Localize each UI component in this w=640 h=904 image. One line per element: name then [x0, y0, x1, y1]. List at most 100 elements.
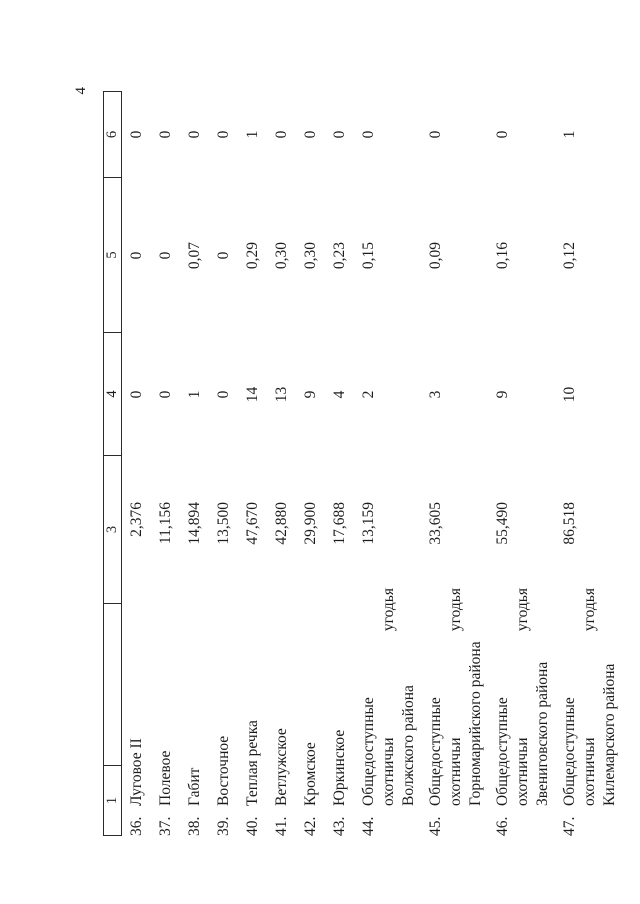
- cell-col5-value: 0: [157, 251, 174, 260]
- row-name-line2-right: угодья: [514, 588, 531, 632]
- table-row: 44. Общедоступные охотничьи угодья Волжск…: [359, 91, 419, 836]
- cell-col4-value: 4: [331, 390, 348, 399]
- row-name-line2-left: охотничьи: [514, 737, 531, 806]
- cell-col3-value: 13,500: [215, 502, 232, 545]
- table-row: 36. Луговое II 2,376 0 0 0: [127, 91, 147, 836]
- cell-col3-value: 42,880: [273, 502, 290, 545]
- cell-col3-value: 33,605: [427, 502, 444, 545]
- cell-name: 37. Полевое: [156, 588, 176, 836]
- cell-col4-value: 0: [157, 390, 174, 399]
- cell-col3-value: 47,670: [244, 502, 261, 545]
- cell-col6-value: 0: [427, 130, 444, 139]
- cell-col6-value: 0: [273, 130, 290, 139]
- row-name: Общедоступные: [427, 697, 444, 806]
- cell-col4-value: 10: [561, 386, 578, 403]
- cell-col3-value: 86,518: [561, 502, 578, 545]
- row-number: 40.: [244, 816, 261, 836]
- cell-col3-value: 29,900: [302, 502, 319, 545]
- cell-name: 38. Габит: [185, 588, 205, 836]
- cell-col4-value: 0: [128, 390, 145, 399]
- header-cell-4: 4: [104, 333, 121, 456]
- row-number: 38.: [186, 816, 203, 836]
- table-row: 39. Восточное 13,500 0 0 0: [214, 91, 234, 836]
- cell-col6-value: 0: [360, 130, 377, 139]
- row-name: Восточное: [215, 735, 232, 806]
- row-name: Общедоступные: [360, 697, 377, 806]
- cell-col6-value: 0: [186, 130, 203, 139]
- row-name: Теплая речка: [244, 720, 261, 806]
- row-name-line2-left: охотничьи: [380, 737, 397, 806]
- row-number: 45.: [427, 816, 444, 836]
- cell-col5-value: 0,07: [186, 241, 203, 270]
- row-name-line2-right: угодья: [380, 588, 397, 632]
- row-name-line2-right: угодья: [447, 588, 464, 632]
- cell-col5-value: 0: [215, 251, 232, 260]
- row-name-line3: Горномарийского района: [467, 641, 484, 806]
- cell-col6-value: 1: [244, 130, 261, 139]
- cell-col6-value: 0: [157, 130, 174, 139]
- cell-col4-value: 1: [186, 390, 203, 399]
- header-cell-3: 3: [104, 456, 121, 604]
- cell-col4-value: 14: [244, 386, 261, 403]
- row-name-line3: Волжского района: [400, 685, 417, 806]
- cell-col5-value: 0,16: [494, 241, 511, 270]
- table-body: 36. Луговое II 2,376 0 0 0 37. Полевое: [122, 91, 620, 836]
- page-number: 4: [73, 87, 89, 95]
- row-number: 43.: [331, 816, 348, 836]
- cell-col3-value: 11,156: [157, 502, 174, 545]
- rotated-table-area: 4 1 3 4 5 6 36. Луговое II 2,376 0 0: [73, 87, 634, 836]
- cell-col3-value: 2,376: [128, 502, 145, 537]
- cell-col6-value: 0: [215, 130, 232, 139]
- cell-name: 43. Юркинское: [330, 588, 350, 836]
- cell-col5-value: 0: [128, 251, 145, 260]
- cell-col5-value: 0,30: [302, 241, 319, 270]
- cell-col3-value: 17,688: [331, 502, 348, 545]
- row-name-line2-left: охотничьи: [581, 737, 598, 806]
- cell-col5-value: 0,09: [427, 241, 444, 270]
- table-row: 47. Общедоступные охотничьи угодья Килема…: [560, 91, 620, 836]
- cell-col4-value: 3: [427, 390, 444, 399]
- cell-col4-value: 2: [360, 390, 377, 399]
- cell-col5-value: 0,29: [244, 241, 261, 270]
- row-number: 47.: [561, 816, 578, 836]
- row-number: 44.: [360, 816, 377, 836]
- header-cell-2: [104, 604, 121, 766]
- cell-name: 42. Кромское: [301, 588, 321, 836]
- cell-col5-value: 0,23: [331, 241, 348, 270]
- cell-col3-value: 55,490: [494, 502, 511, 545]
- table-row: 45. Общедоступные охотничьи угодья Горном…: [426, 91, 486, 836]
- header-cell-5: 5: [104, 178, 121, 333]
- row-number: 42.: [302, 816, 319, 836]
- table-row: 42. Кромское 29,900 9 0,30 0: [301, 91, 321, 836]
- table-row: 43. Юркинское 17,688 4 0,23 0: [330, 91, 350, 836]
- row-name-line3: Звениговского района: [534, 661, 551, 806]
- row-number: 36.: [128, 816, 145, 836]
- row-name-line3: Килемарского района: [601, 663, 618, 806]
- cell-col4-value: 0: [215, 390, 232, 399]
- header-cell-6: 6: [104, 91, 121, 178]
- cell-col6-value: 0: [302, 130, 319, 139]
- row-name-line2-right: угодья: [581, 588, 598, 632]
- row-name: Общедоступные: [494, 697, 511, 806]
- cell-name: 36. Луговое II: [127, 588, 147, 836]
- cell-name: 46. Общедоступные охотничьи угодья Звениг…: [493, 588, 553, 836]
- row-name: Габит: [186, 767, 203, 806]
- row-name-line2-left: охотничьи: [447, 737, 464, 806]
- cell-name: 47. Общедоступные охотничьи угодья Килема…: [560, 588, 620, 836]
- cell-col6-value: 1: [561, 130, 578, 139]
- cell-col6-value: 0: [128, 130, 145, 139]
- row-name: Общедоступные: [561, 697, 578, 806]
- cell-col4-value: 9: [302, 390, 319, 399]
- row-name: Юркинское: [331, 729, 348, 806]
- cell-col5-value: 0,30: [273, 241, 290, 270]
- cell-col3-value: 13,159: [360, 502, 377, 545]
- row-name: Полевое: [157, 750, 174, 806]
- cell-col5-value: 0,12: [561, 241, 578, 270]
- row-number: 37.: [157, 816, 174, 836]
- row-name: Кромское: [302, 742, 319, 806]
- table-header-row: 1 3 4 5 6: [103, 91, 122, 836]
- cell-col6-value: 0: [331, 130, 348, 139]
- cell-name: 39. Восточное: [214, 588, 234, 836]
- cell-col4-value: 9: [494, 390, 511, 399]
